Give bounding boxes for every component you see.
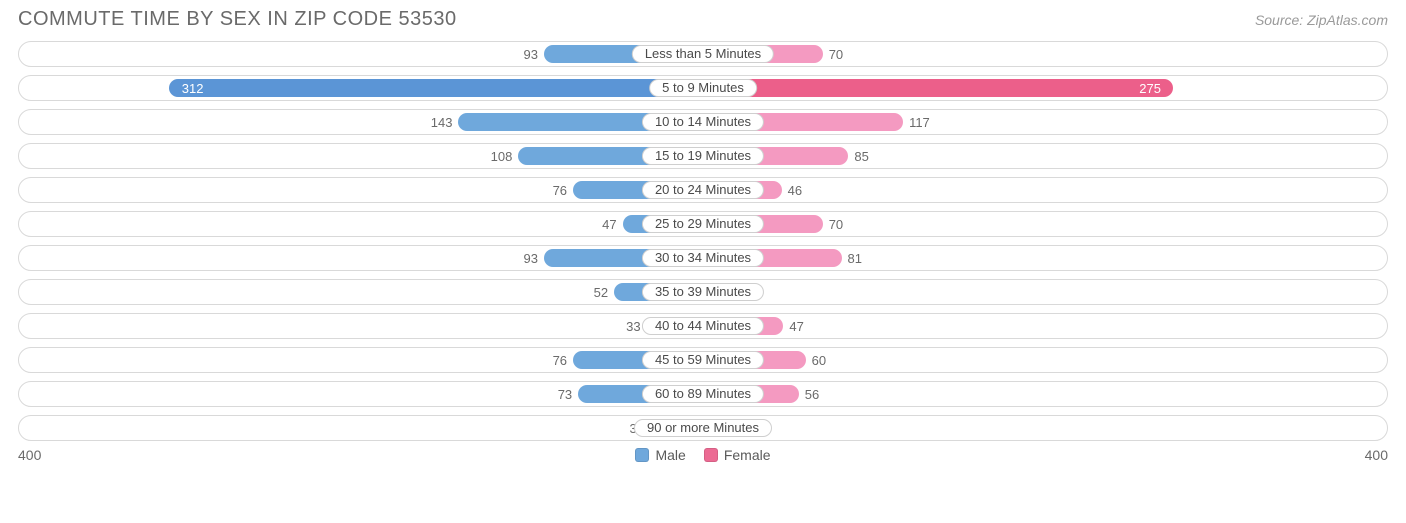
chart-row: 35 to 39 Minutes5216 [18, 279, 1388, 305]
legend-swatch [635, 448, 649, 462]
bar-female [703, 79, 1173, 97]
category-label: 60 to 89 Minutes [642, 385, 764, 403]
value-male: 312 [182, 76, 204, 102]
chart-row: 10 to 14 Minutes 143 117 [18, 109, 1388, 135]
value-female: 60 [812, 348, 826, 374]
axis-row: 400 Male Female 400 [0, 447, 1406, 463]
chart-title: COMMUTE TIME BY SEX IN ZIP CODE 53530 [18, 8, 457, 31]
legend-label: Female [724, 447, 771, 463]
category-label: 30 to 34 Minutes [642, 249, 764, 267]
category-label: 10 to 14 Minutes [642, 113, 764, 131]
category-label: 40 to 44 Minutes [642, 317, 764, 335]
value-male: 73 [558, 382, 572, 408]
value-male: 52 [594, 280, 608, 306]
chart-row: 5 to 9 Minutes 312 275 [18, 75, 1388, 101]
value-female: 46 [788, 178, 802, 204]
value-female: 85 [854, 144, 868, 170]
value-male: 47 [602, 212, 616, 238]
category-label: 20 to 24 Minutes [642, 181, 764, 199]
value-female: 275 [1139, 76, 1161, 102]
category-label: 5 to 9 Minutes [649, 79, 757, 97]
chart-row: Less than 5 Minutes 93 70 [18, 41, 1388, 67]
value-male: 143 [431, 110, 453, 136]
chart-row: 60 to 89 Minutes 73 56 [18, 381, 1388, 407]
category-label: 45 to 59 Minutes [642, 351, 764, 369]
chart-header: COMMUTE TIME BY SEX IN ZIP CODE 53530 So… [0, 0, 1406, 37]
category-label: 90 or more Minutes [634, 419, 772, 437]
value-male: 76 [553, 348, 567, 374]
axis-right-label: 400 [1365, 447, 1388, 463]
value-female: 70 [829, 42, 843, 68]
legend-item: Female [704, 447, 771, 463]
chart-row: 90 or more Minutes315 [18, 415, 1388, 441]
value-male: 33 [626, 314, 640, 340]
chart-row: 20 to 24 Minutes 76 46 [18, 177, 1388, 203]
chart-row: 25 to 29 Minutes 47 70 [18, 211, 1388, 237]
chart-row: 45 to 59 Minutes 76 60 [18, 347, 1388, 373]
value-male: 76 [553, 178, 567, 204]
bar-male [169, 79, 703, 97]
chart-area: Less than 5 Minutes 93 70 5 to 9 Minutes 312… [0, 37, 1406, 441]
value-male: 108 [491, 144, 513, 170]
legend-label: Male [655, 447, 685, 463]
axis-left-label: 400 [18, 447, 41, 463]
category-label: 25 to 29 Minutes [642, 215, 764, 233]
chart-row: 30 to 34 Minutes 93 81 [18, 245, 1388, 271]
category-label: 35 to 39 Minutes [642, 283, 764, 301]
value-male: 93 [524, 42, 538, 68]
legend: Male Female [635, 447, 770, 463]
category-label: 15 to 19 Minutes [642, 147, 764, 165]
chart-source: Source: ZipAtlas.com [1255, 12, 1388, 28]
value-female: 47 [789, 314, 803, 340]
legend-swatch [704, 448, 718, 462]
value-female: 56 [805, 382, 819, 408]
value-male: 93 [524, 246, 538, 272]
value-female: 81 [848, 246, 862, 272]
value-female: 117 [909, 110, 930, 136]
chart-row: 15 to 19 Minutes 108 85 [18, 143, 1388, 169]
category-label: Less than 5 Minutes [632, 45, 774, 63]
legend-item: Male [635, 447, 685, 463]
value-female: 70 [829, 212, 843, 238]
chart-row: 40 to 44 Minutes33 47 [18, 313, 1388, 339]
